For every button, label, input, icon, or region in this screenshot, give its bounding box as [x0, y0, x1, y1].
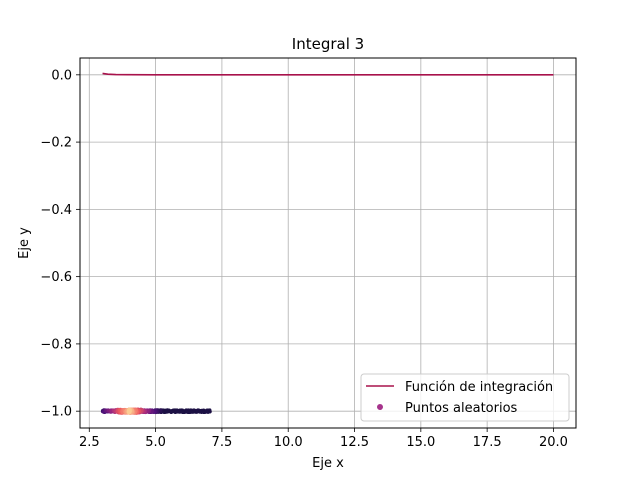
legend: Función de integración Puntos aleatorios	[360, 373, 570, 422]
x-tick-label: 15.0	[406, 435, 435, 450]
y-tick-label: 0.0	[51, 68, 72, 83]
x-tick-label: 10.0	[274, 435, 303, 450]
legend-box	[360, 373, 570, 422]
scatter-point	[187, 408, 191, 413]
y-axis: 0.0 −0.2 −0.4 −0.6 −0.8 −1.0	[40, 68, 80, 420]
legend-label-points: Puntos aleatorios	[405, 401, 518, 416]
plot-area	[100, 72, 554, 415]
scatter-point	[202, 410, 206, 415]
legend-label-function: Función de integración	[405, 380, 553, 395]
y-tick-label: −1.0	[40, 405, 72, 420]
scatter-point	[208, 408, 212, 412]
scatter-point	[126, 409, 132, 414]
y-tick-label: −0.6	[40, 270, 72, 285]
scatter-point	[163, 409, 168, 413]
legend-scatter-swatch	[377, 404, 383, 410]
y-tick-label: −0.4	[40, 203, 72, 218]
x-tick-label: 17.5	[473, 435, 502, 450]
scatter-point	[173, 410, 177, 414]
axes-frame	[79, 57, 577, 429]
series-line-integration	[102, 72, 554, 76]
x-tick-label: 2.5	[79, 435, 100, 450]
chart-title: Integral 3	[292, 35, 364, 53]
x-tick-label: 5.0	[145, 435, 166, 450]
y-tick-label: −0.2	[40, 136, 72, 151]
y-axis-label: Eje y	[17, 227, 32, 259]
series-scatter-random-points	[100, 407, 212, 415]
x-axis-label: Eje x	[312, 456, 344, 471]
scatter-point	[180, 409, 185, 414]
scatter-point	[198, 408, 202, 413]
x-tick-label: 12.5	[340, 435, 369, 450]
scatter-point	[184, 410, 189, 414]
x-tick-label: 20.0	[539, 435, 568, 450]
y-tick-label: −0.8	[40, 337, 72, 352]
x-tick-label: 7.5	[212, 435, 233, 450]
scatter-point	[192, 410, 196, 414]
x-axis: 2.5 5.0 7.5 10.0 12.5 15.0 17.5 20.0	[79, 428, 568, 450]
